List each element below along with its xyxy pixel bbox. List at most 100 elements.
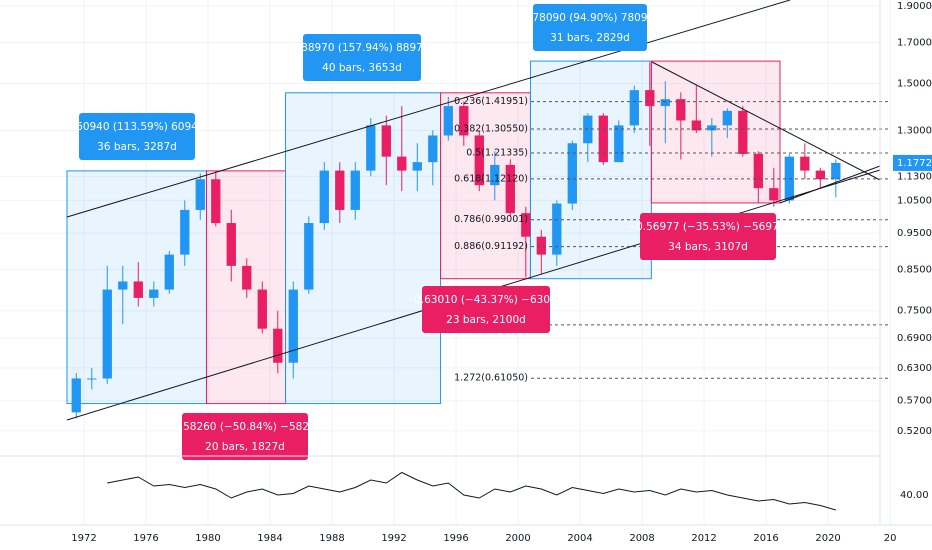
candle-body	[335, 170, 345, 210]
range-box	[440, 92, 531, 280]
triangle-lower	[779, 165, 881, 204]
range-label-box	[640, 213, 776, 260]
x-tick-label: 1984	[257, 533, 282, 544]
axes: 1.90000 1.70000 1.50000 1.30000 1.13000 1.050…	[71, 1, 932, 544]
x-tick-label: 2000	[505, 533, 530, 544]
candle-body	[71, 378, 81, 413]
range-label-text: 0.88970 (157.94%) 8897.0	[291, 42, 433, 54]
indicator-line	[107, 471, 836, 511]
candle-body	[102, 289, 112, 379]
y-tick-label: 1.50000	[897, 78, 932, 89]
range-label-text: 23 bars, 2100d	[446, 314, 526, 326]
fib-label: 0.5(1.21335)	[466, 148, 528, 159]
candle-body	[242, 265, 252, 290]
range-label-text: 31 bars, 2829d	[550, 32, 630, 44]
fib-label: 0.618(1.12120)	[454, 173, 528, 184]
candle-body	[87, 378, 97, 380]
candle-body	[319, 170, 329, 224]
x-tick-label: 1988	[319, 533, 344, 544]
range-label-box	[79, 113, 195, 160]
fib-label: 0.236(1.41951)	[454, 96, 528, 107]
candle-body	[304, 223, 314, 290]
candle-body	[211, 179, 221, 224]
candle-body	[629, 90, 639, 126]
candle-body	[738, 110, 748, 154]
candle-body	[443, 106, 453, 136]
range-labels: 0.60940 (113.59%) 6094.0 36 bars, 3287d −0…	[66, 4, 789, 460]
last-price-tag	[893, 154, 932, 171]
candle-body	[691, 120, 701, 131]
candle-body	[660, 99, 670, 107]
range-label-box	[303, 34, 421, 81]
fib-label: 0.886(0.91192)	[454, 241, 528, 252]
candle-body	[567, 143, 577, 204]
candle-body	[118, 281, 128, 290]
candle-body	[676, 99, 686, 121]
candle-body	[180, 209, 190, 255]
candle-body	[753, 153, 763, 189]
candle-body	[722, 110, 732, 126]
candle-body	[428, 135, 438, 163]
x-tick-label: 1980	[195, 533, 220, 544]
range-label-text: 0.78090 (94.90%) 7809.0	[522, 12, 657, 24]
candle-body	[366, 125, 376, 171]
range-label-text: −0.63010 (−43.37%) −6301.0	[405, 294, 566, 306]
y-tick-label: 0.52000	[897, 426, 932, 437]
fib-label: 1.272(0.61050)	[454, 373, 528, 384]
candle-body	[350, 170, 360, 210]
candle-body	[707, 125, 717, 131]
triangle-upper	[651, 61, 881, 181]
x-tick-label: 2020	[815, 533, 840, 544]
x-tick-label: 1976	[133, 533, 158, 544]
x-tick-label: 1972	[71, 533, 96, 544]
fib-label: 0.786(0.99001)	[454, 214, 528, 225]
indicator-pane: 40.00	[107, 471, 929, 511]
range-label-text: −0.56977 (−35.53%) −5697.7	[627, 221, 788, 233]
range-label-box	[422, 286, 550, 333]
candle-body	[226, 223, 236, 266]
fib-label: 0.382(1.30550)	[454, 124, 528, 135]
candle-body	[412, 162, 422, 171]
x-tick-label: 2012	[691, 533, 716, 544]
x-tick-label: 2004	[567, 533, 592, 544]
candle-body	[397, 156, 407, 171]
candle-body	[521, 213, 531, 237]
y-tick-label: 1.30000	[897, 125, 932, 136]
candle-body	[459, 106, 469, 136]
x-tick-label: 2016	[753, 533, 778, 544]
indicator-tick-label: 40.00	[900, 490, 929, 501]
channel-upper	[66, 0, 791, 218]
x-tick-label: 2008	[629, 533, 654, 544]
y-tick-label: 1.90000	[897, 1, 932, 12]
x-tick-label: 1992	[381, 533, 406, 544]
range-label-box	[182, 413, 308, 460]
last-price-label: 1.17722	[897, 158, 932, 169]
y-tick-label: 1.13000	[897, 171, 932, 182]
range-label-text: 20 bars, 1827d	[205, 441, 285, 453]
candle-body	[800, 156, 810, 171]
candle-body	[273, 328, 283, 363]
range-label-text: 36 bars, 3287d	[97, 141, 177, 153]
range-label-text: 0.60940 (113.59%) 6094.0	[66, 121, 208, 133]
candle-body	[552, 203, 562, 255]
range-label-box	[533, 4, 647, 51]
candle-body	[536, 236, 546, 255]
candle-body	[645, 90, 655, 107]
candle-body	[288, 289, 298, 363]
candle-body	[614, 125, 624, 163]
candle-body	[505, 164, 515, 214]
candle-body	[769, 188, 779, 201]
candle-body	[164, 254, 174, 290]
range-label-text: 34 bars, 3107d	[668, 241, 748, 253]
range-label-text: 40 bars, 3653d	[322, 62, 402, 74]
candle-body	[598, 115, 608, 163]
